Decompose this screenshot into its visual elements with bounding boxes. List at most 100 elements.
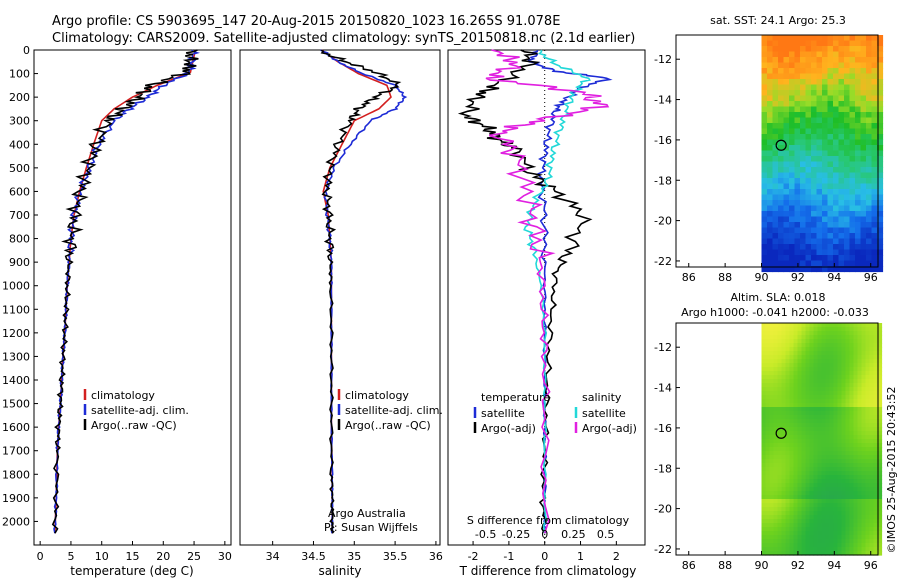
map-cell (778, 255, 785, 262)
map-cell (783, 211, 790, 218)
map-cell (809, 499, 815, 504)
map-cell (845, 467, 851, 472)
map-cell (761, 435, 767, 440)
map-cell (821, 331, 827, 336)
map-cell (822, 35, 829, 42)
map-cell (845, 535, 851, 540)
map-cell (769, 503, 775, 508)
map-cell (833, 519, 839, 524)
map-cell (813, 451, 819, 456)
map-cell (861, 399, 867, 404)
map-cell (777, 347, 783, 352)
map-cell (841, 551, 847, 556)
map-cell (811, 134, 818, 141)
map-cell (855, 95, 862, 102)
map-cell (877, 415, 883, 420)
map-cell (778, 205, 785, 212)
map-cell (857, 515, 863, 520)
depth-tick-label: 1000 (2, 280, 30, 293)
map-cell (833, 161, 840, 168)
map-cell (793, 447, 799, 452)
map-cell (765, 331, 771, 336)
map-cell (816, 255, 823, 262)
map-cell (801, 499, 807, 504)
map-cell (865, 407, 871, 412)
map-cell (821, 463, 827, 468)
map-cell (761, 539, 767, 544)
map-cell (761, 367, 767, 372)
map-cell (769, 467, 775, 472)
map-cell (877, 233, 884, 240)
map-cell (829, 435, 835, 440)
map-cell (797, 447, 803, 452)
map-cell (853, 495, 859, 500)
map-cell (789, 106, 796, 113)
map-cell (794, 238, 801, 245)
map-cell (857, 367, 863, 372)
map-cell (860, 62, 867, 69)
map-cell (861, 423, 867, 428)
map-cell (860, 172, 867, 179)
map-cell (837, 491, 843, 496)
map-cell (809, 523, 815, 528)
map-cell (871, 178, 878, 185)
map-cell (801, 359, 807, 364)
map-cell (817, 447, 823, 452)
map-cell (821, 523, 827, 528)
map-cell (765, 391, 771, 396)
map-cell (877, 123, 884, 130)
map-cell (773, 395, 779, 400)
map-cell (783, 260, 790, 267)
map-cell (805, 323, 811, 328)
map-cell (877, 128, 884, 135)
map-cell (811, 266, 818, 273)
map-cell (827, 90, 834, 97)
map-cell (866, 117, 873, 124)
map-cell (845, 423, 851, 428)
map-cell (857, 379, 863, 384)
map-cell (769, 543, 775, 548)
salinity-series (320, 49, 408, 534)
map-cell (857, 395, 863, 400)
salinity-panel: 34 34.5 35 35.5 36 salinity climatologysatel… (239, 49, 443, 578)
map-cell (793, 419, 799, 424)
map-cell (789, 551, 795, 556)
map-cell (869, 343, 875, 348)
map-cell (773, 419, 779, 424)
map-cell (825, 411, 831, 416)
map-cell (855, 62, 862, 69)
map-cell (765, 463, 771, 468)
map-cell (865, 431, 871, 436)
map-cell (873, 491, 879, 496)
map-cell (837, 487, 843, 492)
map-cell (829, 527, 835, 532)
map-cell (761, 128, 768, 135)
map-cell (813, 431, 819, 436)
depth-tick-label: 1700 (2, 445, 30, 458)
map-cell (837, 347, 843, 352)
map-cell (785, 395, 791, 400)
map-cell (793, 387, 799, 392)
map-cell (801, 351, 807, 356)
map-cell (816, 35, 823, 42)
map-cell (811, 260, 818, 267)
map-cell (825, 343, 831, 348)
map-cell (769, 515, 775, 520)
s-difference-xlabel: S difference from climatology (467, 514, 630, 527)
map-cell (838, 112, 845, 119)
map-cell (773, 363, 779, 368)
map-cell (825, 447, 831, 452)
map-cell (801, 451, 807, 456)
map-cell (855, 222, 862, 229)
map-cell (855, 161, 862, 168)
map-cell (821, 391, 827, 396)
map-cell (801, 443, 807, 448)
map-cell (865, 331, 871, 336)
map-cell (869, 443, 875, 448)
map-cell (761, 145, 768, 152)
map-cell (827, 178, 834, 185)
map-cell (800, 183, 807, 190)
map-cell (781, 543, 787, 548)
map-cell (822, 189, 829, 196)
map-cell (793, 379, 799, 384)
